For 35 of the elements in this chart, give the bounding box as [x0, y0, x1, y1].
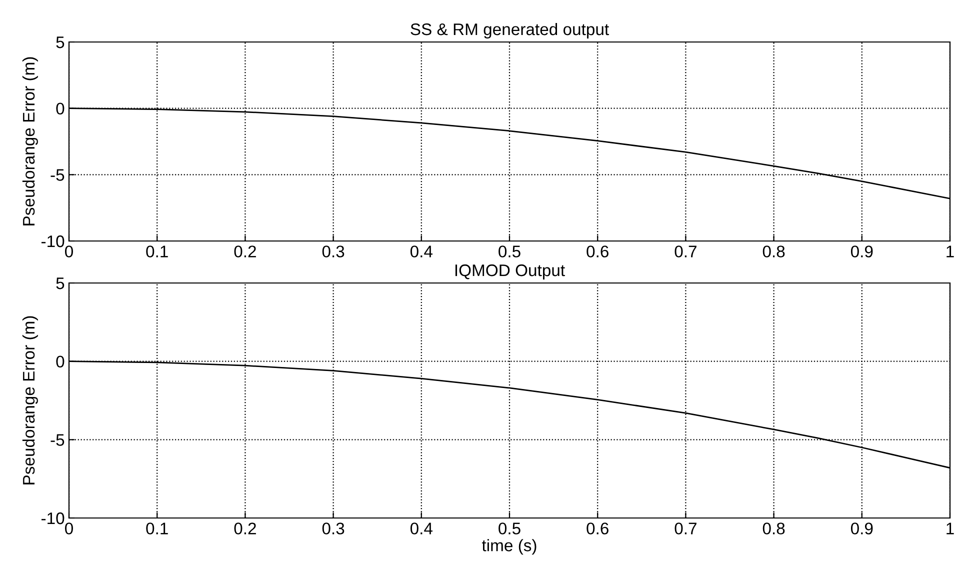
x-tick-label: 0.3: [322, 246, 344, 258]
x-tick-label: 0: [65, 522, 73, 534]
y-tick-label: -5: [50, 169, 64, 181]
x-tick-label: 0.8: [762, 246, 785, 258]
x-tick-label: 0.1: [146, 246, 168, 258]
x-tick-label: 0: [65, 246, 73, 258]
x-axis-title: time (s): [482, 539, 536, 555]
y-tick-label: 0: [56, 102, 64, 115]
chart-title: SS & RM generated output: [410, 22, 609, 39]
x-tick-label: 0.5: [498, 246, 520, 258]
y-axis-title: Pseudorange Error (m): [22, 316, 38, 484]
y-tick-label: 5: [56, 278, 64, 290]
x-tick-label: 0.7: [674, 246, 696, 258]
y-tick-label: 0: [56, 356, 64, 368]
x-tick-label: 1: [946, 246, 954, 258]
x-tick-label: 0.3: [322, 522, 344, 534]
y-tick-label: 5: [56, 36, 64, 48]
x-tick-label: 0.6: [586, 522, 608, 534]
y-tick-label: -10: [41, 512, 64, 524]
y-tick-label: -5: [50, 434, 64, 446]
x-tick-label: 0.4: [410, 246, 432, 258]
y-tick-label: -10: [41, 235, 64, 248]
x-tick-label: 0.1: [146, 522, 168, 534]
x-tick-label: 0.8: [762, 522, 785, 534]
x-tick-label: 0.4: [410, 522, 432, 534]
x-tick-label: 0.9: [850, 522, 873, 534]
x-tick-label: 1: [946, 522, 954, 534]
x-tick-label: 0.6: [586, 246, 608, 258]
x-tick-label: 0.5: [498, 522, 520, 534]
x-tick-label: 0.9: [850, 246, 873, 258]
y-axis-title: Pseudorange Error (m): [22, 57, 38, 226]
x-tick-label: 0.2: [234, 246, 256, 258]
x-tick-label: 0.2: [234, 522, 256, 534]
x-tick-label: 0.7: [674, 522, 696, 534]
chart-title: IQMOD Output: [455, 264, 565, 280]
